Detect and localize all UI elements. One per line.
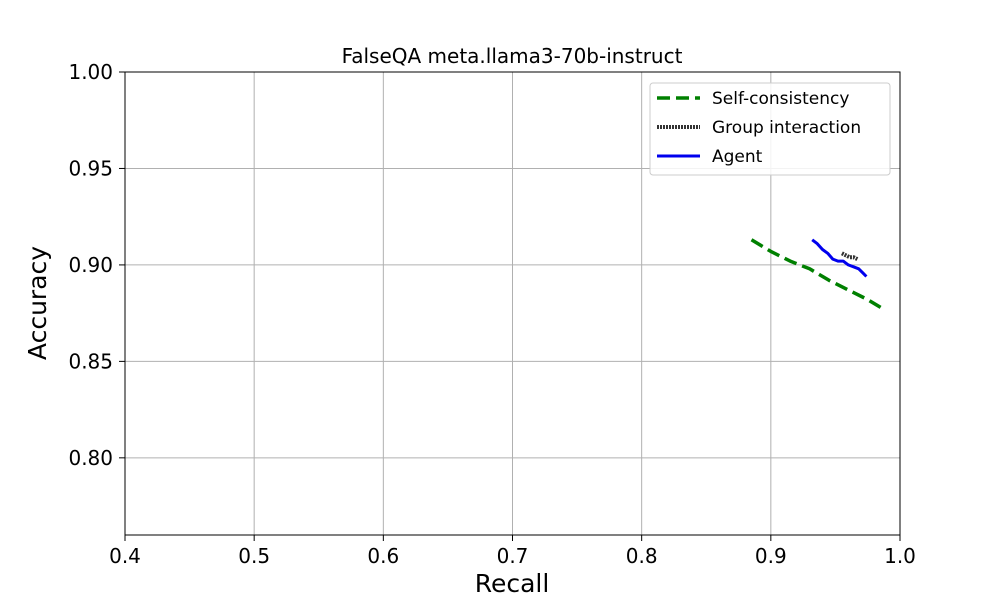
x-tick-label: 0.5 [238, 544, 270, 568]
series-layer [750, 238, 882, 309]
x-tick-label: 0.6 [367, 544, 399, 568]
legend: Self-consistency Group interaction Agent [649, 82, 891, 176]
chart-title: FalseQA meta.llama3-70b-instruct [342, 44, 683, 68]
axis-ticks: 0.4 0.5 0.6 0.7 0.8 0.9 1.0 0.80 0.85 0.90 0.95 1.0… [68, 60, 915, 568]
y-tick-label: 0.90 [68, 253, 113, 277]
x-tick-label: 0.4 [109, 544, 141, 568]
x-tick-label: 0.7 [497, 544, 529, 568]
series-line-agent [811, 238, 868, 278]
x-tick-label: 0.9 [755, 544, 787, 568]
y-tick-label: 0.95 [68, 156, 113, 180]
x-tick-label: 0.8 [626, 544, 658, 568]
y-tick-label: 0.80 [68, 446, 113, 470]
legend-box [649, 82, 891, 176]
x-tick-label: 1.0 [884, 544, 916, 568]
y-tick-label: 0.85 [68, 349, 113, 373]
series-line-self-consistency [750, 238, 882, 309]
legend-label-group-interaction: Group interaction [712, 118, 861, 138]
legend-label-self-consistency: Self-consistency [712, 89, 849, 109]
y-tick-label: 1.00 [68, 60, 113, 84]
series-line-group-interaction [840, 251, 859, 261]
x-axis-title: Recall [475, 569, 550, 598]
legend-label-agent: Agent [712, 147, 763, 167]
y-axis-title: Accuracy [23, 246, 52, 360]
